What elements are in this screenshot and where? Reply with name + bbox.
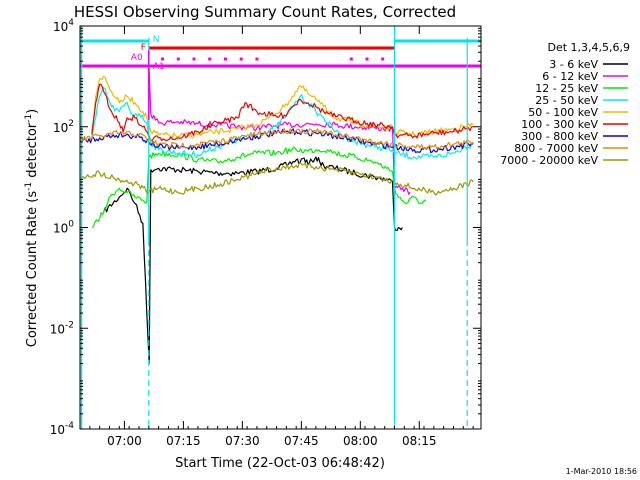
y-axis-label-sup2: -1 xyxy=(24,114,34,123)
legend-label-1: 6 - 12 keV xyxy=(542,70,598,83)
attenuator-flag-dot-2 xyxy=(192,57,196,61)
y-axis-label-end: ) xyxy=(25,109,40,114)
flag-label-attenuator1: A1 xyxy=(153,62,165,72)
x-tick-label-2: 07:30 xyxy=(225,434,260,448)
legend-label-0: 3 - 6 keV xyxy=(549,58,598,71)
x-tick-label-5: 08:15 xyxy=(402,434,437,448)
series-line-4 xyxy=(91,75,474,139)
y-axis-label: Corrected Count Rate (s-1 detector-1) xyxy=(24,109,40,347)
legend-label-3: 25 - 50 keV xyxy=(535,94,598,107)
x-tick-label-3: 07:45 xyxy=(284,434,319,448)
y-tick-base: 10 xyxy=(53,222,68,236)
y-tick-base: 10 xyxy=(50,322,65,336)
y-tick-label-3: 102 xyxy=(53,119,74,135)
x-axis-label: Start Time (22-Oct-03 06:48:42) xyxy=(175,456,385,471)
attenuator-flag-dot-4 xyxy=(223,57,227,61)
y-tick-label-4: 104 xyxy=(53,18,74,34)
attenuator-flag-dot-7 xyxy=(349,57,353,61)
legend-label-4: 50 - 100 keV xyxy=(528,106,598,119)
x-tick-label-1: 07:15 xyxy=(166,434,201,448)
attenuator-flag-dot-0 xyxy=(161,57,165,61)
y-tick-base: 10 xyxy=(53,121,68,135)
legend-label-5: 100 - 300 keV xyxy=(521,118,598,131)
attenuator-flag-dot-1 xyxy=(176,57,180,61)
y-tick-base: 10 xyxy=(50,423,65,437)
y-tick-label-1: 10-2 xyxy=(50,320,74,336)
flag-label-night: N xyxy=(153,35,160,45)
y-tick-exponent: 0 xyxy=(68,220,74,230)
y-tick-exponent: -2 xyxy=(65,320,74,330)
attenuator-flag-dot-3 xyxy=(208,57,212,61)
y-axis-label-mid: detector xyxy=(25,122,40,182)
y-tick-label-0: 10-4 xyxy=(50,421,75,437)
attenuator-flag-dot-6 xyxy=(255,57,259,61)
series-line-1 xyxy=(148,61,411,195)
series-line-7 xyxy=(79,127,474,150)
chart-title: HESSI Observing Summary Count Rates, Cor… xyxy=(74,3,456,21)
legend-title: Det 1,3,4,5,6,9 xyxy=(547,41,630,54)
flag-label-flare: F xyxy=(141,43,146,53)
y-tick-exponent: 2 xyxy=(68,119,74,129)
y-tick-base: 10 xyxy=(53,20,68,34)
legend-label-2: 12 - 25 keV xyxy=(535,82,598,95)
x-axis: 07:00 07:15 07:30 07:45 08:00 08:15 xyxy=(79,26,474,448)
flag-label-attenuator0: A0 xyxy=(131,53,143,63)
y-tick-exponent: 4 xyxy=(68,18,74,28)
x-tick-label-4: 08:00 xyxy=(343,434,378,448)
attenuator-flag-dot-5 xyxy=(239,57,243,61)
series-line-5 xyxy=(91,83,474,142)
attenuator-flag-dot-9 xyxy=(381,57,385,61)
legend-label-6: 300 - 800 keV xyxy=(521,130,598,143)
x-tick-label-0: 07:00 xyxy=(107,434,142,448)
y-axis-label-sup1: -1 xyxy=(24,182,34,191)
footer-timestamp: 1-Mar-2010 18:56 xyxy=(566,467,637,476)
legend-label-7: 800 - 7000 keV xyxy=(514,142,598,155)
y-axis-label-main: Corrected Count Rate (s xyxy=(25,191,40,348)
series-line-8 xyxy=(79,162,474,196)
y-tick-exponent: -4 xyxy=(65,421,74,431)
y-tick-label-2: 100 xyxy=(53,220,74,236)
attenuator-flag-dot-8 xyxy=(365,57,369,61)
legend-label-8: 7000 - 20000 keV xyxy=(500,154,598,167)
